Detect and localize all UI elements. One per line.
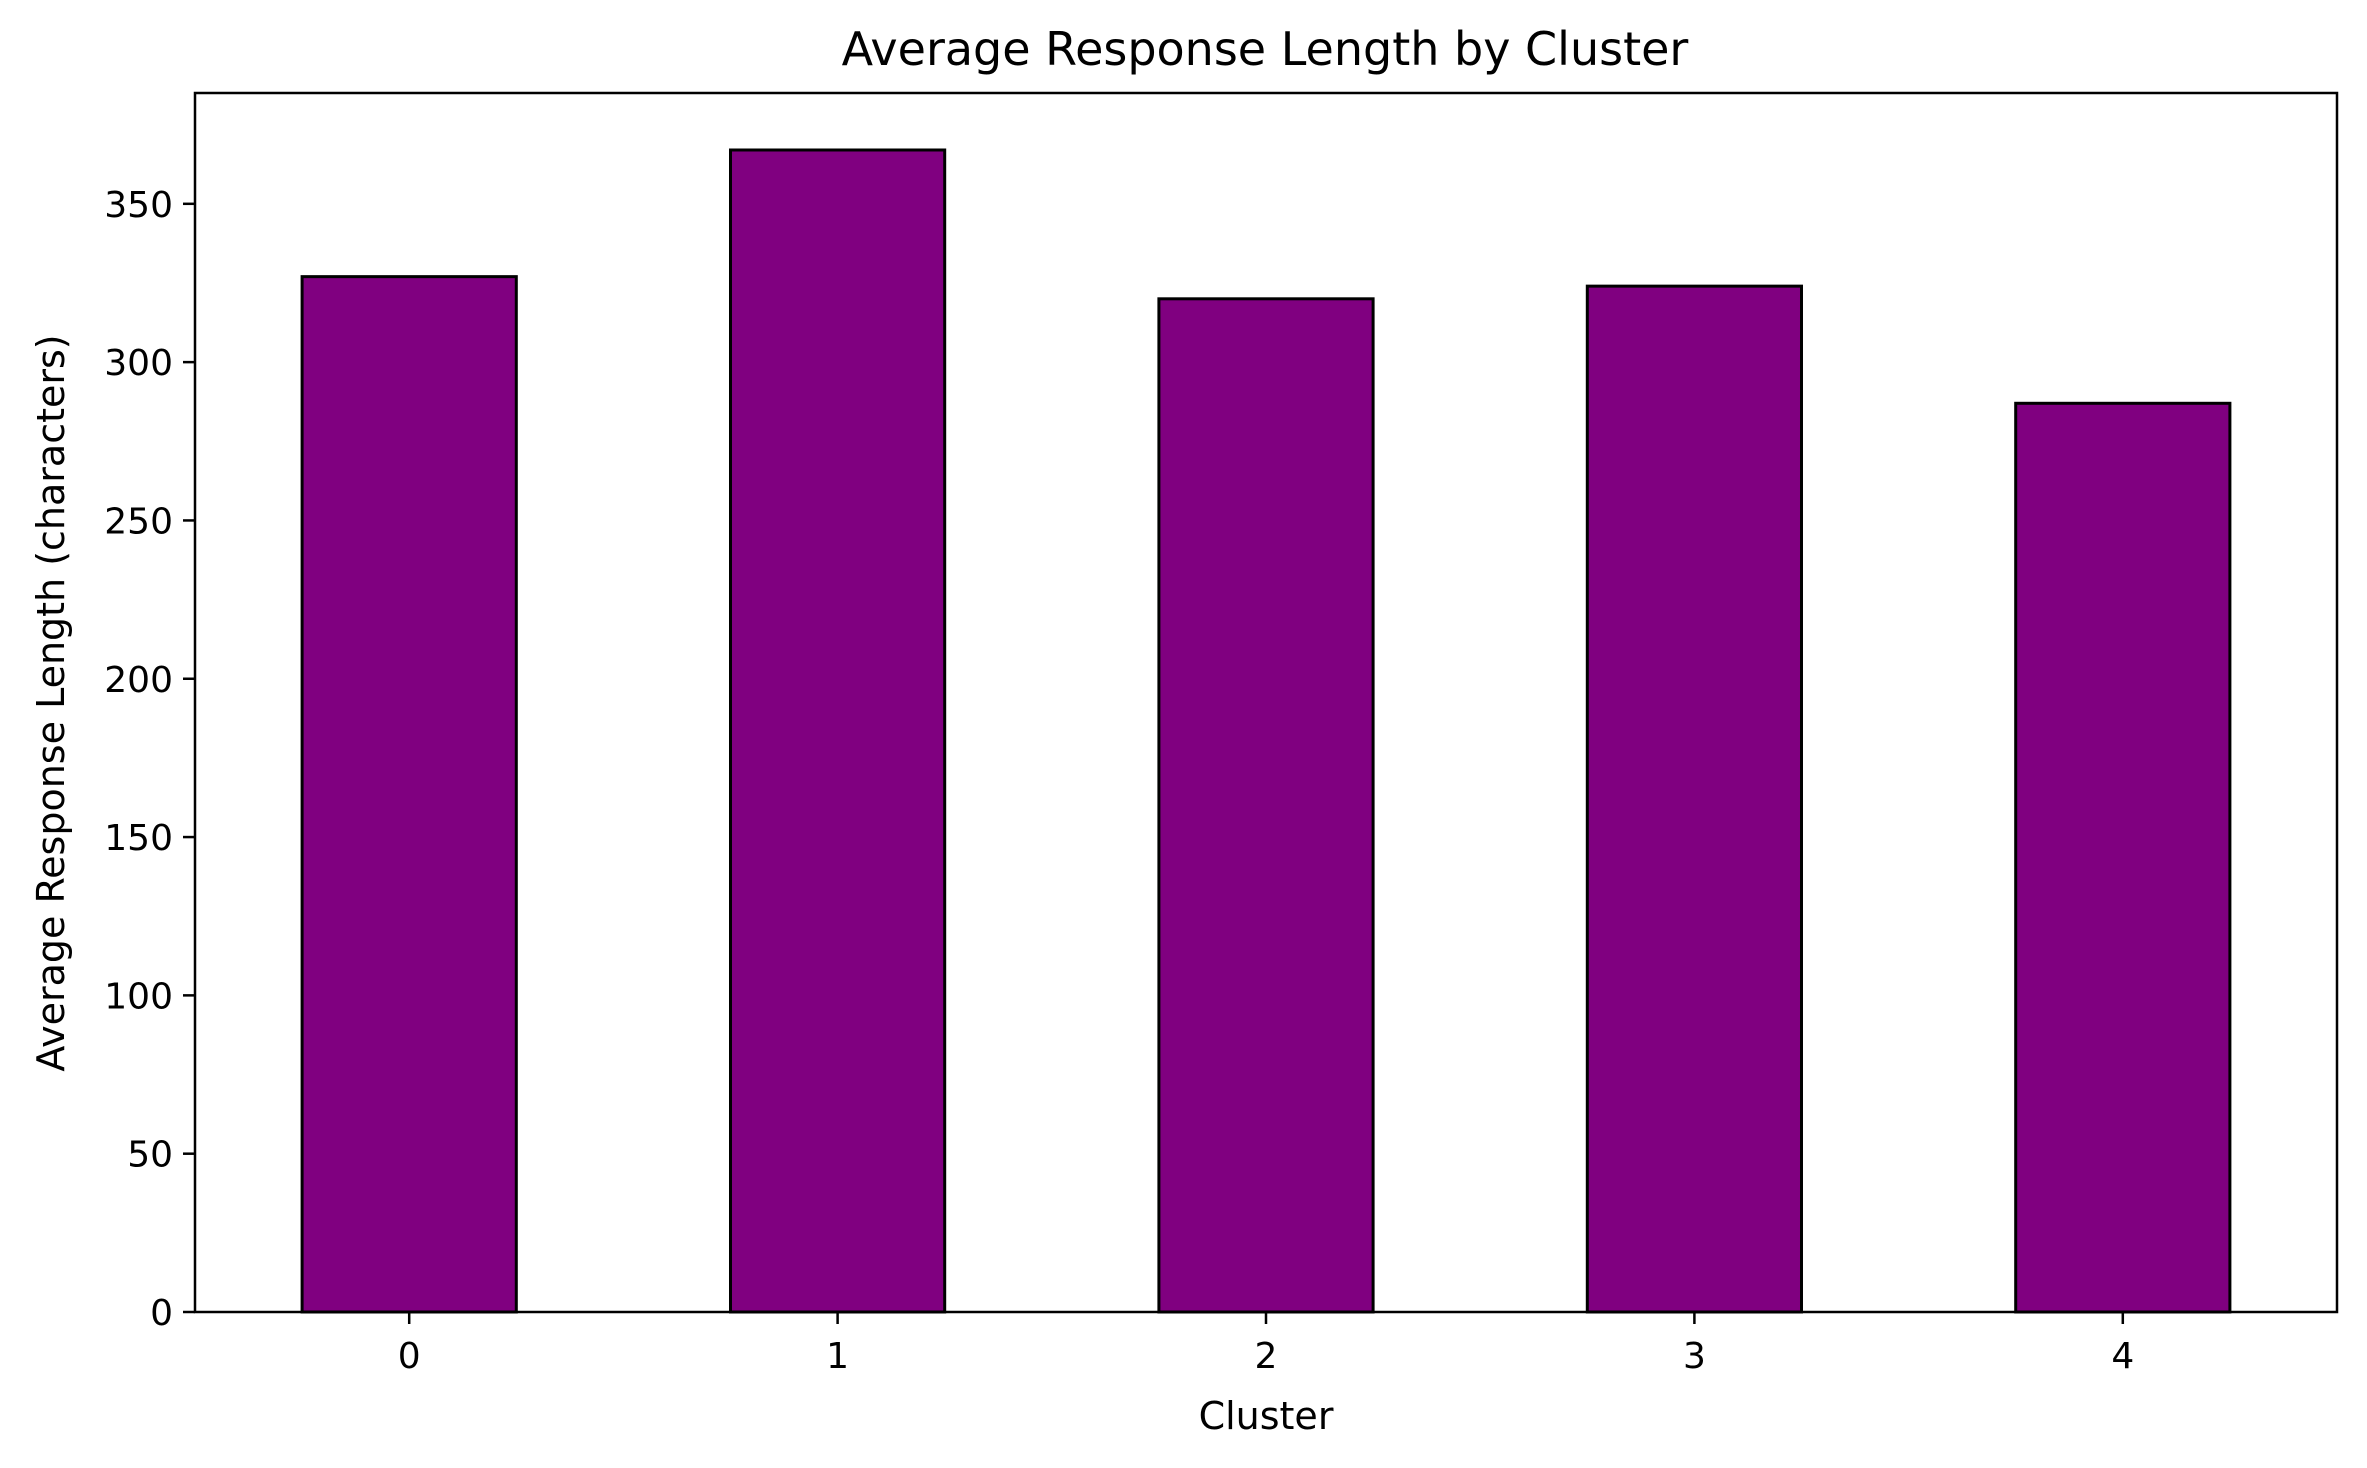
x-tick-label: 3	[1683, 1336, 1706, 1377]
x-tick-label: 2	[1255, 1336, 1278, 1377]
bar-cluster-1	[729, 148, 947, 1314]
y-axis-label: Average Response Length (characters)	[29, 334, 73, 1071]
y-tick-label: 150	[104, 818, 173, 859]
y-tick-label: 350	[104, 185, 173, 226]
x-tick-label: 0	[398, 1336, 421, 1377]
x-tick-label: 1	[826, 1336, 849, 1377]
y-tick-label: 300	[104, 343, 173, 384]
bar-cluster-4	[2014, 401, 2232, 1314]
x-axis-label: Cluster	[1199, 1394, 1334, 1438]
y-tick-label: 250	[104, 501, 173, 542]
x-tick-label: 4	[2111, 1336, 2134, 1377]
bar-cluster-0	[300, 275, 518, 1314]
y-axis-ticks: 0 50 100 150 200 250 300 350	[104, 185, 195, 1334]
bar-cluster-3	[1585, 284, 1804, 1314]
y-tick-label: 50	[127, 1135, 173, 1176]
plot-frame	[193, 91, 2339, 1314]
bars-layer	[300, 148, 2232, 1314]
y-tick-label: 200	[104, 660, 173, 701]
chart-title: Average Response Length by Cluster	[842, 22, 1689, 76]
y-tick-label: 0	[150, 1293, 173, 1334]
x-axis-ticks: 0 1 2 3 4	[398, 1312, 2134, 1377]
bar-cluster-2	[1157, 297, 1375, 1314]
y-tick-label: 100	[104, 976, 173, 1017]
